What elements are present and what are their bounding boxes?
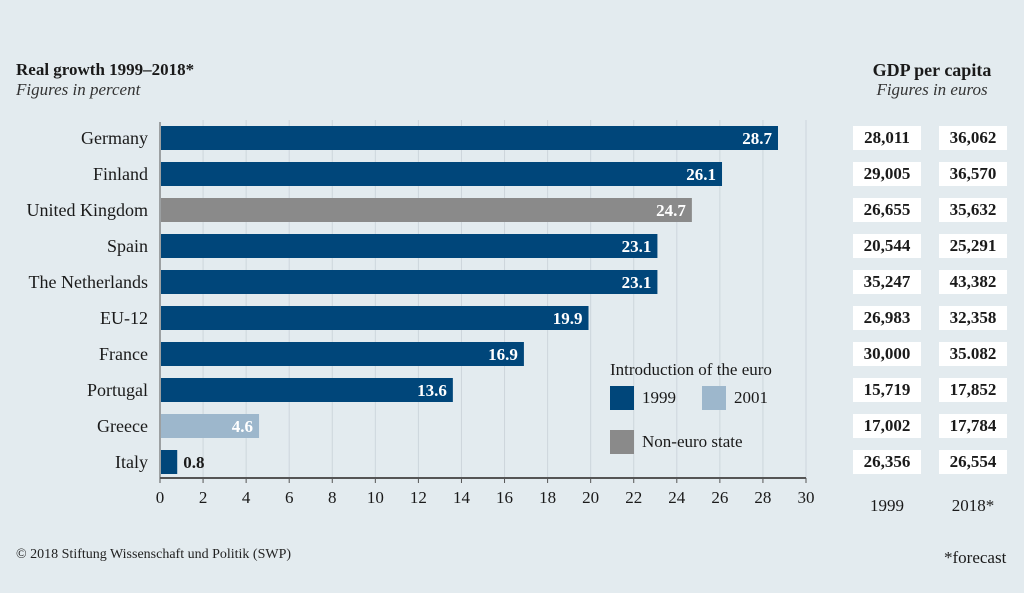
- x-tick-label: 28: [754, 488, 771, 507]
- bar: [161, 378, 453, 402]
- gdp-cell-1999: 26,356: [853, 450, 921, 474]
- gdp-cell-1999: 26,655: [853, 198, 921, 222]
- legend-title: Introduction of the euro: [610, 360, 772, 379]
- bar-group: Spain 23.1: [107, 234, 658, 258]
- gdp-title: GDP per capita: [872, 60, 992, 80]
- x-tick-label: 10: [367, 488, 384, 507]
- gdp-cell-1999: 28,011: [853, 126, 921, 150]
- bar: [161, 126, 779, 150]
- data-label: 19.9: [553, 309, 583, 328]
- data-label: 24.7: [656, 201, 686, 220]
- gdp-cell-2018: 35.082: [939, 342, 1007, 366]
- gdp-cell-1999: 29,005: [853, 162, 921, 186]
- bar: [161, 342, 524, 366]
- gdp-cell-2018: 36,570: [939, 162, 1007, 186]
- gdp-cell-2018: 35,632: [939, 198, 1007, 222]
- category-label: Spain: [107, 236, 148, 256]
- data-label: 28.7: [742, 129, 772, 148]
- gdp-cell-2018: 17,852: [939, 378, 1007, 402]
- gdp-year-1999: 1999: [870, 496, 904, 515]
- gdp-cell-2018: 17,784: [939, 414, 1007, 438]
- bar: [161, 162, 723, 186]
- bar-group: Germany 28.7: [81, 126, 779, 150]
- gdp-subtitle: Figures in euros: [876, 80, 988, 99]
- data-label: 16.9: [488, 345, 518, 364]
- x-tick-label: 22: [625, 488, 642, 507]
- gdp-cell-1999: 30,000: [853, 342, 921, 366]
- category-label: EU-12: [100, 308, 148, 328]
- bar: [161, 306, 589, 330]
- gdp-cell-2018: 26,554: [939, 450, 1007, 474]
- category-label: France: [99, 344, 148, 364]
- data-label: 13.6: [417, 381, 447, 400]
- bar-group: Greece 4.6: [97, 414, 260, 438]
- legend-label: Non-euro state: [642, 432, 743, 451]
- gdp-cell-2018: 43,382: [939, 270, 1007, 294]
- x-tick-label: 20: [582, 488, 599, 507]
- category-label: United Kingdom: [27, 200, 149, 220]
- legend-label: 1999: [642, 388, 676, 407]
- x-tick-label: 6: [285, 488, 294, 507]
- gdp-cell-1999: 20,544: [853, 234, 921, 258]
- data-label: 26.1: [686, 165, 716, 184]
- growth-bar-chart: Germany 28.7 Finland 26.1 United Kingdom 24.7…: [27, 120, 815, 507]
- data-label: 4.6: [232, 417, 253, 436]
- legend-item-2001: 2001: [702, 386, 768, 410]
- bar-group: Portugal 13.6: [87, 378, 453, 402]
- bar-group: Italy 0.8: [115, 450, 204, 474]
- category-label: Portugal: [87, 380, 148, 400]
- gdp-cell-1999: 26,983: [853, 306, 921, 330]
- x-tick-label: 4: [242, 488, 251, 507]
- legend-swatch-1999: [610, 386, 634, 410]
- bar: [161, 198, 692, 222]
- bar-group: The Netherlands 23.1: [29, 270, 658, 294]
- gdp-cell-1999: 17,002: [853, 414, 921, 438]
- category-label: Italy: [115, 452, 148, 472]
- bar-group: Finland 26.1: [93, 162, 723, 186]
- x-tick-label: 0: [156, 488, 165, 507]
- x-tick-label: 18: [539, 488, 556, 507]
- bar: [161, 270, 658, 294]
- category-label: Greece: [97, 416, 148, 436]
- x-axis: 0 2 4 6 8 10 12 14 16 18 20 22 24 26 28 30: [156, 122, 815, 507]
- bar-group: France 16.9: [99, 342, 524, 366]
- bars: Germany 28.7 Finland 26.1 United Kingdom 24.7…: [27, 126, 779, 474]
- x-tick-label: 2: [199, 488, 208, 507]
- x-tick-label: 26: [711, 488, 728, 507]
- gdp-year-2018: 2018*: [951, 496, 995, 515]
- bar-group: EU-12 19.9: [100, 306, 589, 330]
- x-tick-label: 30: [798, 488, 815, 507]
- x-tick-label: 24: [668, 488, 686, 507]
- legend-label: 2001: [734, 388, 768, 407]
- legend-swatch-2001: [702, 386, 726, 410]
- legend-item-1999: 1999: [610, 386, 676, 410]
- category-label: The Netherlands: [29, 272, 148, 292]
- x-tick-label: 12: [410, 488, 427, 507]
- data-label: 23.1: [622, 273, 652, 292]
- data-label: 0.8: [183, 453, 204, 472]
- category-label: Finland: [93, 164, 148, 184]
- data-label: 23.1: [622, 237, 652, 256]
- gdp-cell-2018: 25,291: [939, 234, 1007, 258]
- gdp-cell-1999: 15,719: [853, 378, 921, 402]
- forecast-note: *forecast: [944, 548, 1007, 567]
- category-label: Germany: [81, 128, 148, 148]
- x-tick-label: 16: [496, 488, 513, 507]
- bar: [161, 234, 658, 258]
- gdp-cell-2018: 36,062: [939, 126, 1007, 150]
- legend-item-non-euro: Non-euro state: [610, 430, 743, 454]
- gdp-cell-2018: 32,358: [939, 306, 1007, 330]
- bar: [161, 414, 260, 438]
- copyright: © 2018 Stiftung Wissenschaft und Politik…: [16, 547, 292, 562]
- bar-group: United Kingdom 24.7: [27, 198, 692, 222]
- legend-swatch-non-euro: [610, 430, 634, 454]
- bar: [161, 450, 178, 474]
- chart-title: Real growth 1999–2018*: [16, 60, 195, 79]
- chart-subtitle: Figures in percent: [16, 80, 141, 99]
- gdp-cell-1999: 35,247: [853, 270, 921, 294]
- x-tick-label: 14: [453, 488, 471, 507]
- x-tick-label: 8: [328, 488, 337, 507]
